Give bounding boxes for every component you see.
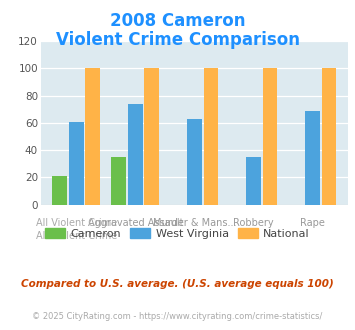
Bar xyxy=(52,176,67,205)
Text: 2008 Cameron: 2008 Cameron xyxy=(110,12,245,30)
Bar xyxy=(187,119,202,205)
Text: Violent Crime Comparison: Violent Crime Comparison xyxy=(55,31,300,50)
Text: © 2025 CityRating.com - https://www.cityrating.com/crime-statistics/: © 2025 CityRating.com - https://www.city… xyxy=(32,312,323,321)
Bar xyxy=(203,69,218,205)
Bar xyxy=(69,121,84,205)
Text: Aggravated Assault: Aggravated Assault xyxy=(88,218,183,228)
Bar xyxy=(246,157,261,205)
Bar xyxy=(144,69,159,205)
Bar xyxy=(128,104,143,205)
Bar xyxy=(111,157,126,205)
Text: Murder & Mans...: Murder & Mans... xyxy=(153,218,236,228)
Bar xyxy=(322,69,337,205)
Text: Rape: Rape xyxy=(300,218,325,228)
Bar xyxy=(263,69,277,205)
Bar xyxy=(86,69,100,205)
Text: Compared to U.S. average. (U.S. average equals 100): Compared to U.S. average. (U.S. average … xyxy=(21,279,334,289)
Text: All Violent Crime: All Violent Crime xyxy=(36,231,117,241)
Bar xyxy=(305,111,320,205)
Text: Robbery: Robbery xyxy=(233,218,274,228)
Text: All Violent Crime: All Violent Crime xyxy=(36,218,117,228)
Legend: Cameron, West Virginia, National: Cameron, West Virginia, National xyxy=(40,224,315,244)
